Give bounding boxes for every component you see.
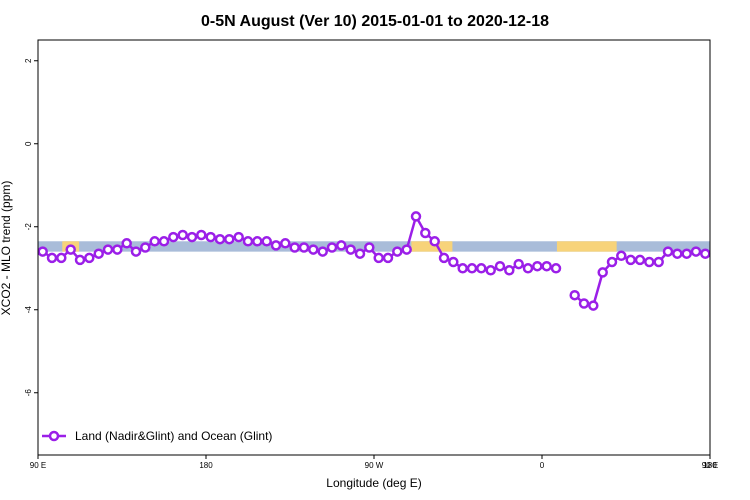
y-axis: 2 0 -2 -4 -6 xyxy=(24,58,38,396)
data-point xyxy=(373,252,384,264)
data-point xyxy=(681,248,692,259)
x-tick-label: 90 E xyxy=(702,461,718,470)
data-point xyxy=(513,258,524,270)
data-point xyxy=(550,263,562,274)
data-point xyxy=(494,260,506,272)
data-point xyxy=(242,236,254,247)
band-highlight-1 xyxy=(411,241,453,252)
data-point xyxy=(606,256,618,268)
series-layer xyxy=(37,211,711,311)
data-point xyxy=(65,244,76,255)
data-point xyxy=(429,236,440,247)
data-point xyxy=(625,254,636,266)
data-point xyxy=(541,260,552,272)
data-point xyxy=(326,242,338,253)
data-point xyxy=(420,227,431,239)
data-point xyxy=(177,229,188,241)
data-point xyxy=(233,231,244,243)
data-point xyxy=(93,248,104,259)
y-tick-label: -4 xyxy=(24,306,33,314)
data-point xyxy=(597,267,608,278)
data-point xyxy=(308,244,319,255)
data-point xyxy=(485,265,496,276)
data-point xyxy=(336,240,347,251)
data-point xyxy=(84,252,95,264)
data-point xyxy=(504,265,515,276)
data-point xyxy=(382,252,394,264)
data-point xyxy=(653,256,664,268)
data-point xyxy=(634,254,646,266)
data-point xyxy=(46,252,58,264)
data-point xyxy=(662,246,674,257)
data-point xyxy=(205,231,216,243)
data-point xyxy=(224,233,235,245)
y-tick-label: -2 xyxy=(24,223,33,231)
data-point xyxy=(149,236,160,247)
data-point xyxy=(569,289,580,301)
data-point xyxy=(364,242,375,253)
data-point xyxy=(345,244,356,255)
data-point xyxy=(270,240,282,251)
data-point xyxy=(532,260,543,272)
data-point xyxy=(121,238,132,249)
data-point xyxy=(672,248,683,259)
data-point xyxy=(522,263,534,274)
data-point xyxy=(690,246,702,257)
data-point xyxy=(186,231,198,243)
data-point xyxy=(616,250,627,262)
x-tick-label-right: 180 xyxy=(703,461,717,470)
y-tick-label: 2 xyxy=(24,58,33,63)
data-point xyxy=(392,246,403,257)
data-point xyxy=(457,263,468,274)
y-axis-label: XCO2 - MLO trend (ppm) xyxy=(0,181,13,316)
legend-label: Land (Nadir&Glint) and Ocean (Glint) xyxy=(75,429,272,443)
data-point xyxy=(56,252,67,264)
data-point xyxy=(410,211,422,222)
x-axis-label: Longitude (deg E) xyxy=(326,476,421,490)
data-point xyxy=(252,236,263,247)
chart-title: 0-5N August (Ver 10) 2015-01-01 to 2020-… xyxy=(201,13,549,30)
x-tick-label: 90 W xyxy=(365,461,384,470)
data-point xyxy=(214,233,226,245)
data-point xyxy=(401,244,412,255)
data-point xyxy=(37,246,48,257)
data-point xyxy=(466,263,478,274)
legend: Land (Nadir&Glint) and Ocean (Glint) xyxy=(42,429,272,443)
data-point xyxy=(112,244,123,255)
data-point xyxy=(196,229,207,241)
band-highlight-2 xyxy=(556,241,617,252)
x-tick-label: 180 xyxy=(199,461,213,470)
data-point xyxy=(74,254,86,266)
y-tick-label: 0 xyxy=(24,141,33,146)
data-point xyxy=(644,256,655,268)
data-point xyxy=(578,298,590,309)
data-point xyxy=(448,256,459,268)
data-point xyxy=(298,242,310,253)
data-point xyxy=(158,236,170,247)
legend-marker xyxy=(48,430,60,442)
x-tick-label: 90 E xyxy=(30,461,46,470)
data-point xyxy=(317,246,328,257)
data-point xyxy=(476,263,487,274)
data-point xyxy=(130,246,142,257)
data-point xyxy=(102,244,114,255)
data-point xyxy=(438,252,450,264)
x-tick-label: 0 xyxy=(540,461,545,470)
data-point xyxy=(280,238,291,249)
data-point xyxy=(588,300,599,311)
data-point xyxy=(261,236,272,247)
data-point xyxy=(140,242,151,253)
data-point xyxy=(700,248,711,259)
y-tick-label: -6 xyxy=(24,389,33,397)
data-point xyxy=(168,231,179,243)
data-point xyxy=(354,248,366,259)
data-point xyxy=(289,242,300,253)
